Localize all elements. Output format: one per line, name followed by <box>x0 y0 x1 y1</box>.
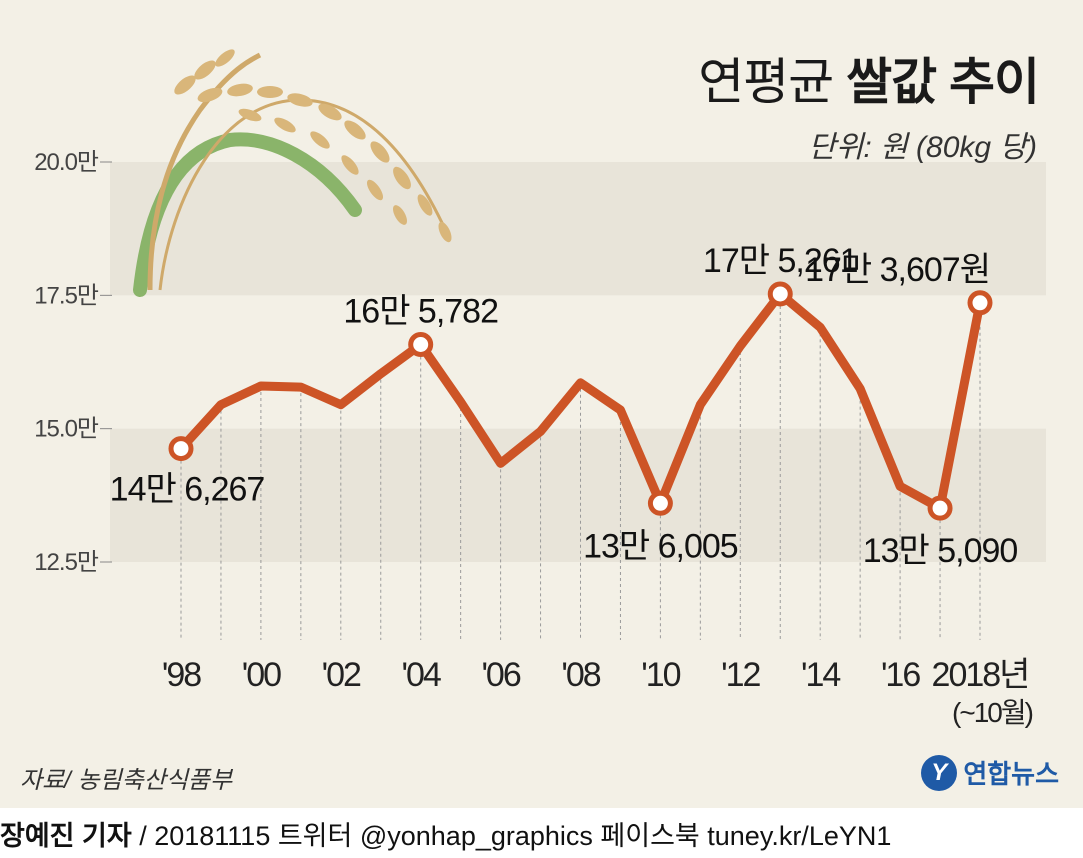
reporter-name: 장예진 기자 <box>0 821 132 851</box>
data-point <box>967 290 993 316</box>
series-layer <box>168 281 993 521</box>
title-bold: 쌀값 추이 <box>846 54 1040 110</box>
yonhap-logo-icon: Y <box>921 754 958 791</box>
x-tick-label: '16 <box>881 656 920 694</box>
data-label: 14만 6,267 <box>110 471 265 509</box>
band-layer <box>110 162 1046 562</box>
y-tick-label: 12.5만 <box>34 549 99 576</box>
data-point <box>408 331 434 357</box>
data-point <box>767 281 793 307</box>
y-axis-ticks: 20.0만 17.5만 15.0만 12.5만 <box>34 149 112 576</box>
credit-line: 장예진 기자 / 20181115 트위터 @yonhap_graphics 페… <box>0 814 1083 858</box>
data-label: 17만 3,607원 <box>805 251 990 289</box>
data-label: 13만 6,005 <box>583 527 738 565</box>
unit-label: 단위: 원 (80kg 당) <box>808 131 1037 164</box>
x-gridlines <box>180 293 981 640</box>
data-label-layer: 14만 6,267 16만 5,782 13만 6,005 17만 5,261 13만 … <box>110 242 1019 570</box>
credit-rest: / 20181115 트위터 @yonhap_graphics 페이스북 tun… <box>131 821 892 851</box>
x-tick-label: '02 <box>322 656 361 694</box>
y-tick-label: 15.0만 <box>34 416 99 443</box>
x-axis-ticks: '98 '00 '02 '04 '06 '08 '10 '12 '14 '16 2018년(~10월… <box>162 656 1035 728</box>
data-point <box>927 495 953 521</box>
rice-plant-icon <box>133 49 452 297</box>
brand-logo: Y 연합뉴스 <box>921 754 1059 791</box>
chart-panel <box>0 0 1083 808</box>
chart-title: 연평균 쌀값 추이 <box>698 42 1040 114</box>
x-tick-label: '10 <box>641 656 680 694</box>
data-point <box>647 490 673 516</box>
brand-name: 연합뉴스 <box>963 759 1059 789</box>
x-tick-label: 2018년 <box>932 656 1029 694</box>
x-tick-label: '00 <box>242 656 281 694</box>
y-tick-label: 20.0만 <box>34 149 99 176</box>
x-tick-note: (~10월) <box>952 697 1033 728</box>
source-label: 자료/ 농림축산식품부 <box>20 767 233 794</box>
title-light: 연평균 <box>698 54 834 110</box>
data-point <box>168 436 194 462</box>
data-label: 16만 5,782 <box>343 292 498 330</box>
data-label: 13만 5,090 <box>863 532 1018 570</box>
y-band <box>110 162 1046 296</box>
x-tick-label: '12 <box>721 656 760 694</box>
series-line <box>176 289 985 513</box>
x-tick-label: '04 <box>402 656 441 694</box>
x-tick-label: '08 <box>561 656 600 694</box>
x-tick-label: '06 <box>481 656 520 694</box>
x-tick-label: '98 <box>162 656 201 694</box>
data-label: 17만 5,261 <box>703 242 858 280</box>
y-tick-label: 17.5만 <box>34 282 99 309</box>
x-tick-label: '14 <box>801 656 840 694</box>
